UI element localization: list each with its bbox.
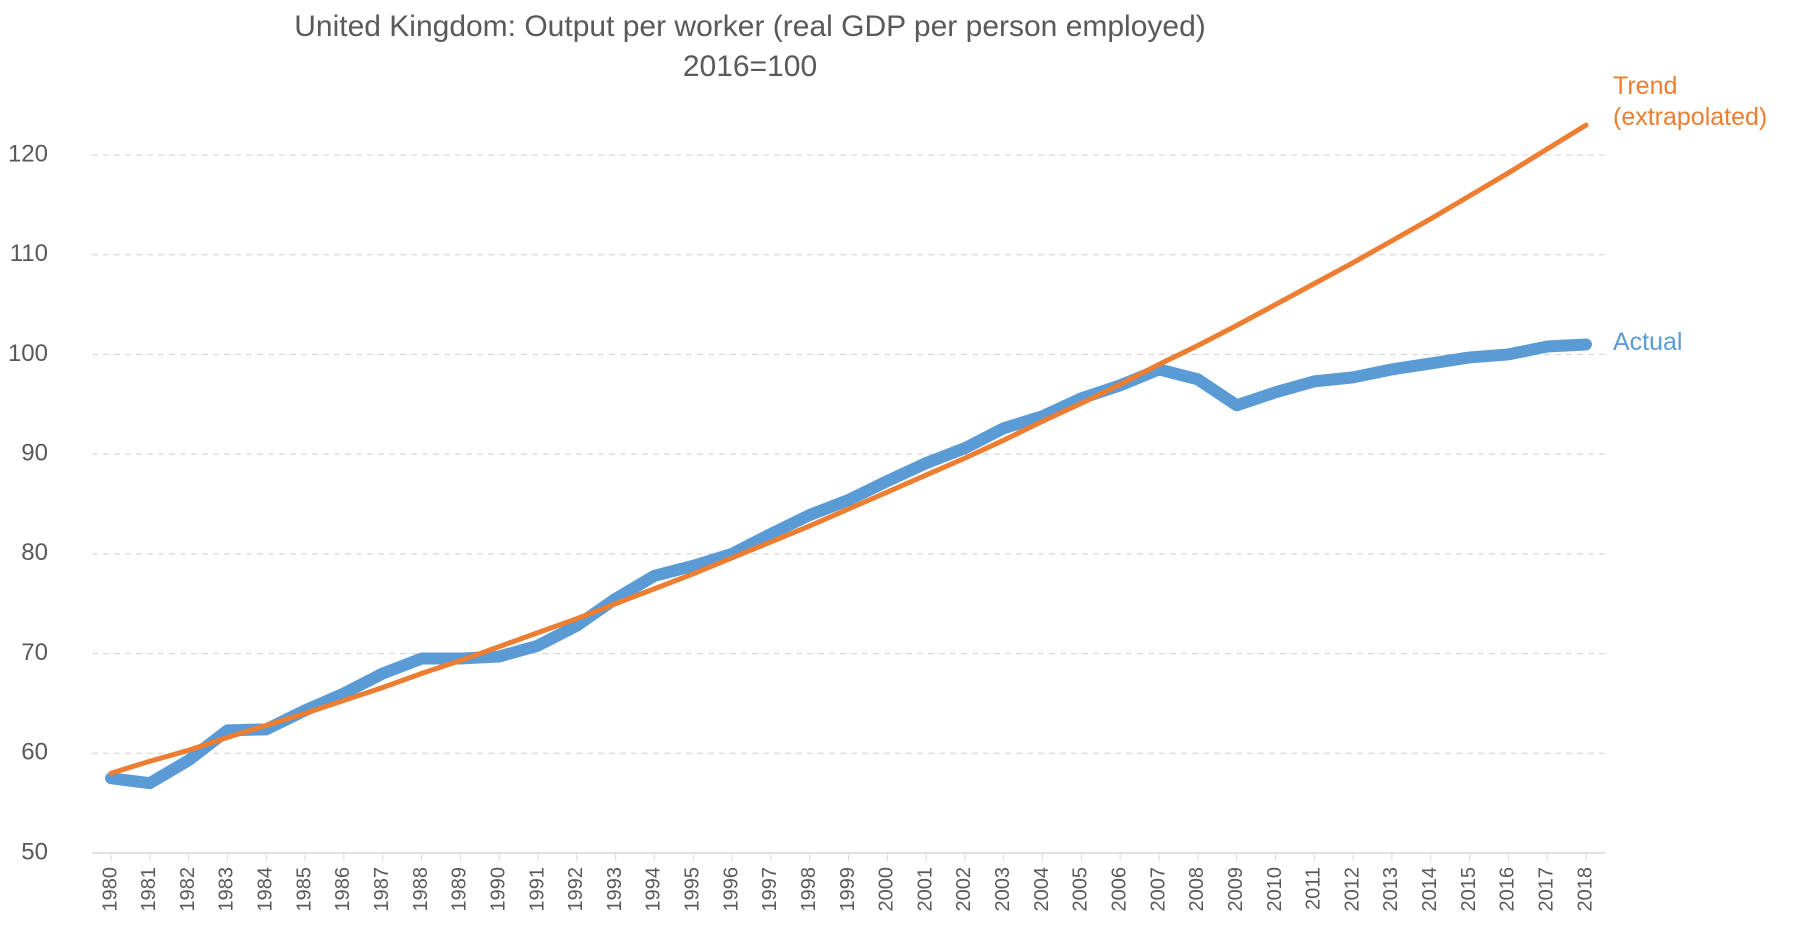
series-label: Actual xyxy=(1613,327,1683,356)
series-line xyxy=(105,338,1592,790)
x-tick-label: 2003 xyxy=(992,867,1014,912)
x-tick-label: 2017 xyxy=(1535,867,1557,912)
x-tick-label: 2002 xyxy=(953,867,975,912)
x-tick-label: 1980 xyxy=(99,867,121,912)
x-tick-label: 2006 xyxy=(1108,867,1130,912)
x-tick-label: 2016 xyxy=(1497,867,1519,912)
x-tick-label: 2014 xyxy=(1419,867,1441,912)
x-tick-label: 2015 xyxy=(1458,867,1480,912)
x-tick-label: 1999 xyxy=(837,867,859,912)
series-line xyxy=(108,122,1589,776)
x-tick-label: 1992 xyxy=(565,867,587,912)
x-tick-label: 1998 xyxy=(798,867,820,912)
x-tick-label: 2012 xyxy=(1341,867,1363,912)
x-tick-label: 1991 xyxy=(526,867,548,912)
x-tick-label: 1984 xyxy=(255,867,277,912)
y-tick-label: 80 xyxy=(21,539,48,566)
x-tick-label: 2018 xyxy=(1574,867,1596,912)
series-label: Trend (extrapolated) xyxy=(1613,72,1768,132)
x-tick-label: 2004 xyxy=(1031,867,1053,912)
x-tick-label: 2001 xyxy=(914,867,936,912)
chart-title: United Kingdom: Output per worker (real … xyxy=(294,10,1206,43)
x-tick-label: 1997 xyxy=(759,867,781,912)
y-tick-label: 110 xyxy=(10,240,48,267)
chart-subtitle: 2016=100 xyxy=(683,50,817,83)
x-tick-label: 2005 xyxy=(1070,867,1092,912)
x-tick-label: 1996 xyxy=(720,867,742,912)
x-tick-label: 1994 xyxy=(643,867,665,912)
x-tick-label: 2011 xyxy=(1303,867,1325,910)
y-tick-label: 120 xyxy=(8,140,48,167)
x-tick-label: 1983 xyxy=(216,867,238,912)
x-tick-label: 1981 xyxy=(138,867,160,912)
y-tick-label: 50 xyxy=(21,838,48,865)
x-tick-label: 2009 xyxy=(1225,867,1247,912)
y-tick-label: 90 xyxy=(21,439,48,466)
y-tick-label: 60 xyxy=(21,739,48,766)
x-tick-label: 1989 xyxy=(449,867,471,912)
x-tick-label: 1987 xyxy=(371,867,393,912)
x-tick-label: 1988 xyxy=(410,867,432,912)
x-tick-label: 2008 xyxy=(1186,867,1208,912)
x-tick-label: 2007 xyxy=(1147,867,1169,912)
x-tick-label: 1990 xyxy=(487,867,509,912)
x-tick-label: 1986 xyxy=(332,867,354,912)
x-tick-label: 1993 xyxy=(604,867,626,912)
x-tick-label: 2000 xyxy=(876,867,898,912)
x-tick-label: 1995 xyxy=(682,867,704,912)
x-tick-label: 2013 xyxy=(1380,867,1402,912)
x-tick-label: 2010 xyxy=(1264,867,1286,912)
x-tick-label: 1985 xyxy=(293,867,315,912)
y-tick-label: 70 xyxy=(21,639,48,666)
x-tick-label: 1982 xyxy=(177,867,199,912)
y-tick-label: 100 xyxy=(8,340,48,367)
